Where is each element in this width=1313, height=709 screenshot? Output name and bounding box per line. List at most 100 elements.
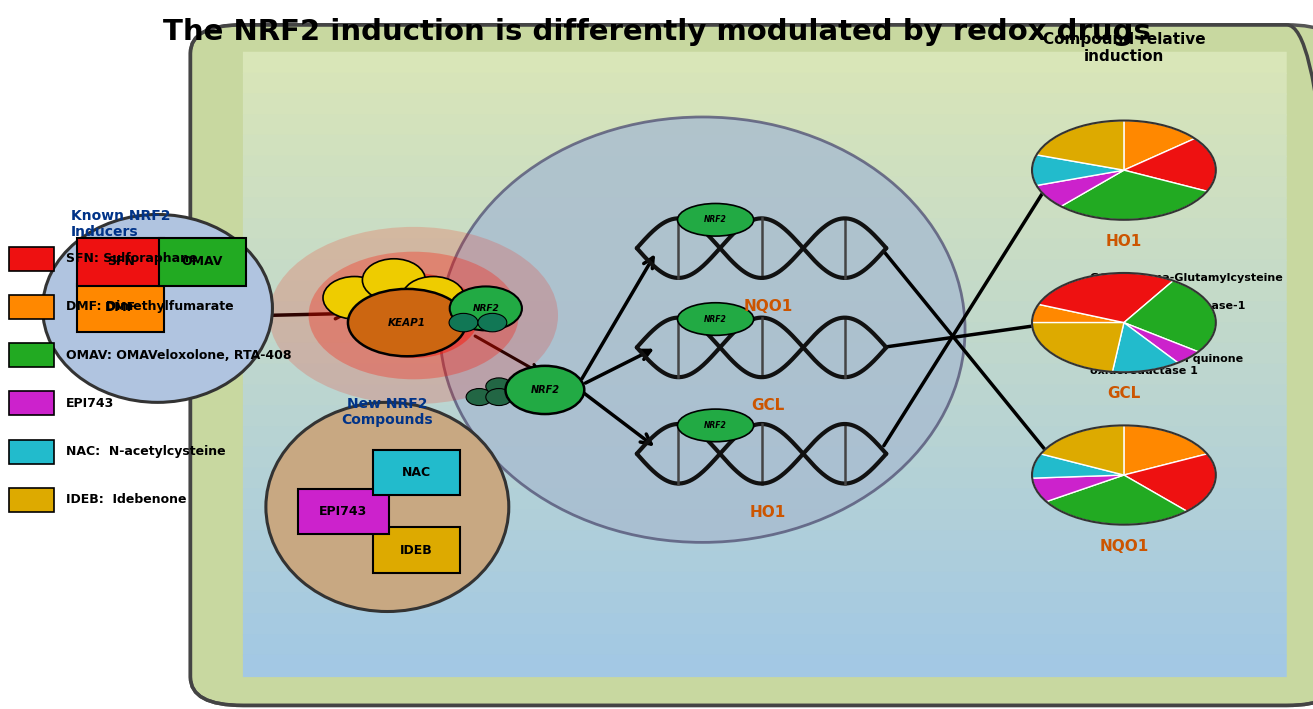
Wedge shape: [1032, 155, 1124, 186]
Text: GCL: GCL: [751, 398, 785, 413]
FancyBboxPatch shape: [243, 489, 1287, 510]
Ellipse shape: [269, 227, 558, 404]
FancyBboxPatch shape: [243, 72, 1287, 95]
Wedge shape: [1032, 304, 1124, 323]
Wedge shape: [1124, 425, 1207, 475]
FancyBboxPatch shape: [159, 238, 246, 286]
Wedge shape: [1041, 425, 1124, 475]
Text: NQO1: NQO1: [743, 299, 793, 314]
Ellipse shape: [678, 409, 754, 442]
Text: NQO1: NQO1: [1099, 539, 1149, 554]
Ellipse shape: [440, 117, 965, 542]
Ellipse shape: [478, 313, 507, 332]
Ellipse shape: [309, 252, 519, 379]
FancyBboxPatch shape: [9, 440, 54, 464]
FancyBboxPatch shape: [243, 406, 1287, 428]
Text: EPI743: EPI743: [66, 397, 114, 410]
FancyBboxPatch shape: [243, 634, 1287, 657]
Ellipse shape: [678, 303, 754, 335]
Text: The NRF2 induction is differently modulated by redox drugs: The NRF2 induction is differently modula…: [163, 18, 1150, 45]
Text: GCL: Gamma-Glutamylcysteine
Ligase: GCL: Gamma-Glutamylcysteine Ligase: [1090, 273, 1283, 294]
Text: DMF: Dimethylfumarate: DMF: Dimethylfumarate: [66, 301, 234, 313]
Wedge shape: [1124, 454, 1216, 511]
Text: Compound relative
induction: Compound relative induction: [1043, 32, 1205, 65]
FancyBboxPatch shape: [243, 343, 1287, 365]
FancyBboxPatch shape: [243, 177, 1287, 199]
Ellipse shape: [348, 289, 466, 356]
Ellipse shape: [362, 259, 425, 301]
FancyBboxPatch shape: [243, 259, 1287, 282]
Ellipse shape: [678, 203, 754, 236]
Text: NRF2: NRF2: [704, 421, 727, 430]
Ellipse shape: [348, 273, 479, 358]
Wedge shape: [1036, 170, 1124, 206]
Ellipse shape: [486, 378, 512, 395]
Ellipse shape: [265, 403, 508, 611]
Text: NRF2: NRF2: [473, 304, 499, 313]
Text: NAC:  N-acetylcysteine: NAC: N-acetylcysteine: [66, 445, 226, 458]
FancyBboxPatch shape: [9, 247, 54, 271]
FancyBboxPatch shape: [243, 322, 1287, 345]
FancyBboxPatch shape: [243, 551, 1287, 573]
Wedge shape: [1046, 475, 1187, 525]
Text: NRF2: NRF2: [704, 216, 727, 224]
Text: GCL: GCL: [1107, 386, 1141, 401]
Ellipse shape: [449, 313, 478, 332]
Wedge shape: [1032, 454, 1124, 478]
Text: OMAV: OMAVeloxolone, RTA-408: OMAV: OMAVeloxolone, RTA-408: [66, 349, 291, 362]
Text: IDEB:  Idebenone: IDEB: Idebenone: [66, 493, 186, 506]
FancyBboxPatch shape: [9, 488, 54, 512]
FancyBboxPatch shape: [9, 343, 54, 367]
Ellipse shape: [402, 277, 465, 319]
FancyBboxPatch shape: [190, 25, 1313, 705]
FancyBboxPatch shape: [373, 527, 460, 573]
Text: KEAP1: KEAP1: [389, 318, 425, 328]
FancyBboxPatch shape: [243, 613, 1287, 635]
Text: HO1: HO1: [1106, 234, 1142, 249]
FancyBboxPatch shape: [243, 384, 1287, 407]
FancyBboxPatch shape: [243, 530, 1287, 552]
FancyBboxPatch shape: [243, 94, 1287, 116]
FancyBboxPatch shape: [243, 239, 1287, 261]
Wedge shape: [1032, 475, 1124, 502]
Text: NQO1: NAD(P)H quinone
oxidoreductase 1: NQO1: NAD(P)H quinone oxidoreductase 1: [1090, 354, 1243, 376]
Wedge shape: [1124, 121, 1195, 170]
FancyBboxPatch shape: [9, 391, 54, 415]
Text: Known NRF2
Inducers: Known NRF2 Inducers: [71, 209, 171, 240]
FancyBboxPatch shape: [243, 447, 1287, 469]
Text: HO1: HO1: [750, 505, 786, 520]
FancyBboxPatch shape: [243, 509, 1287, 532]
Wedge shape: [1036, 121, 1124, 170]
Wedge shape: [1124, 281, 1216, 352]
FancyBboxPatch shape: [243, 655, 1287, 677]
Text: NRF2: NRF2: [530, 385, 559, 395]
Text: IDEB: IDEB: [400, 544, 432, 557]
Ellipse shape: [323, 277, 386, 319]
FancyBboxPatch shape: [243, 301, 1287, 323]
FancyBboxPatch shape: [243, 468, 1287, 490]
Text: NAC: NAC: [402, 466, 431, 479]
FancyBboxPatch shape: [243, 426, 1287, 448]
Text: SFN: SFN: [106, 255, 135, 268]
FancyBboxPatch shape: [243, 52, 1287, 74]
Text: DMF: DMF: [105, 301, 137, 314]
FancyBboxPatch shape: [243, 135, 1287, 157]
FancyBboxPatch shape: [243, 281, 1287, 303]
FancyBboxPatch shape: [243, 218, 1287, 240]
Text: EPI743: EPI743: [319, 505, 368, 518]
Wedge shape: [1032, 323, 1124, 372]
Text: SFN: Sulforaphane: SFN: Sulforaphane: [66, 252, 197, 265]
Wedge shape: [1039, 273, 1174, 323]
FancyBboxPatch shape: [243, 364, 1287, 386]
FancyBboxPatch shape: [243, 197, 1287, 220]
FancyBboxPatch shape: [243, 156, 1287, 178]
Wedge shape: [1061, 170, 1207, 220]
Ellipse shape: [449, 286, 523, 330]
Wedge shape: [1112, 323, 1178, 372]
Ellipse shape: [486, 389, 512, 406]
Text: NRF2: NRF2: [704, 315, 727, 323]
FancyBboxPatch shape: [243, 114, 1287, 136]
Ellipse shape: [466, 389, 492, 406]
FancyBboxPatch shape: [373, 450, 460, 495]
Text: New NRF2
Compounds: New NRF2 Compounds: [341, 397, 433, 428]
